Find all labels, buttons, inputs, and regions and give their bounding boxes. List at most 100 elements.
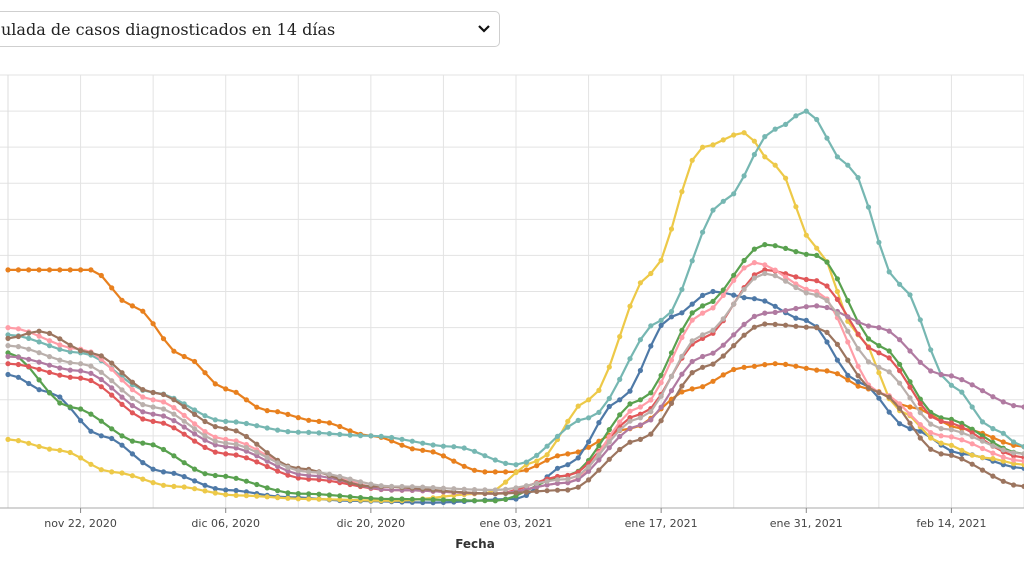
data-point (150, 411, 156, 417)
data-point (389, 434, 395, 441)
data-point (1000, 447, 1006, 453)
data-point (637, 436, 644, 442)
data-point (720, 198, 726, 204)
data-point (78, 368, 84, 374)
data-point (15, 438, 21, 444)
data-point (751, 363, 758, 369)
data-point (5, 267, 11, 273)
data-point (845, 314, 851, 320)
data-point (845, 339, 851, 345)
data-point (160, 469, 167, 475)
indicator-select[interactable]: ulada de casos diagnosticados en 14 días (0, 11, 500, 47)
data-point (907, 404, 913, 410)
data-point (129, 379, 135, 385)
data-point (171, 348, 177, 354)
data-point (78, 267, 84, 273)
data-point (98, 418, 104, 424)
data-point (223, 451, 229, 457)
data-point (793, 249, 799, 255)
data-point (772, 321, 778, 327)
data-point (897, 368, 903, 374)
data-point (917, 401, 923, 407)
data-point (803, 276, 809, 283)
data-point (876, 364, 882, 370)
data-point (46, 330, 53, 336)
data-point (710, 305, 716, 311)
data-point (575, 476, 581, 483)
data-point (845, 377, 851, 383)
x-axis-ticks: nov 22, 2020 dic 06, 2020 dic 20, 2020 ene … (44, 508, 986, 530)
data-point (886, 269, 892, 275)
data-point (637, 411, 644, 417)
data-point (78, 375, 84, 381)
data-point (720, 287, 726, 293)
data-point (907, 420, 913, 426)
data-point (824, 339, 830, 345)
data-point (565, 451, 571, 457)
data-point (285, 429, 291, 435)
data-point (523, 459, 530, 465)
data-point (679, 353, 685, 359)
data-point (648, 397, 654, 403)
data-point (98, 384, 104, 390)
data-point (129, 303, 135, 309)
data-point (979, 438, 986, 444)
data-point (160, 336, 167, 342)
data-point (316, 473, 322, 479)
data-point (938, 433, 944, 439)
data-point (596, 387, 602, 393)
data-point (803, 290, 809, 296)
data-point (57, 346, 63, 352)
x-tick-label: ene 03, 2021 (480, 517, 553, 530)
data-point (897, 405, 903, 411)
data-point (617, 397, 623, 403)
data-point (254, 453, 260, 459)
data-point (513, 485, 519, 491)
data-point (627, 303, 633, 309)
data-point (88, 350, 94, 356)
data-point (5, 332, 11, 338)
data-point (689, 317, 695, 323)
data-point (26, 330, 32, 336)
data-point (430, 497, 436, 503)
data-point (1021, 451, 1024, 457)
data-point (461, 445, 467, 451)
data-point (513, 462, 519, 468)
data-point (554, 487, 561, 493)
data-point (979, 445, 986, 452)
data-point (57, 372, 63, 378)
data-point (140, 387, 146, 393)
data-point (140, 308, 146, 314)
data-point (420, 447, 426, 453)
data-point (109, 378, 115, 384)
data-point (78, 406, 84, 412)
data-point (617, 412, 623, 418)
data-point (430, 449, 436, 455)
data-point (586, 397, 592, 403)
data-point (586, 415, 592, 421)
data-point (679, 371, 685, 377)
data-point (357, 479, 364, 485)
data-point (202, 437, 208, 443)
data-point (741, 321, 747, 327)
data-point (544, 457, 550, 463)
data-point (679, 189, 685, 195)
data-point (834, 357, 841, 363)
data-point (979, 454, 986, 461)
data-point (803, 365, 809, 371)
data-point (741, 130, 747, 136)
data-point (700, 332, 706, 338)
data-point (938, 426, 944, 432)
data-point (357, 495, 364, 501)
data-point (254, 423, 260, 429)
data-point (264, 454, 270, 461)
data-point (295, 429, 301, 435)
data-point (897, 380, 903, 386)
data-point (254, 441, 260, 447)
data-point (907, 348, 913, 354)
data-point (119, 401, 125, 407)
data-point (783, 308, 789, 314)
data-point (5, 361, 11, 367)
chevron-down-icon[interactable] (469, 11, 499, 47)
data-point (440, 453, 446, 459)
